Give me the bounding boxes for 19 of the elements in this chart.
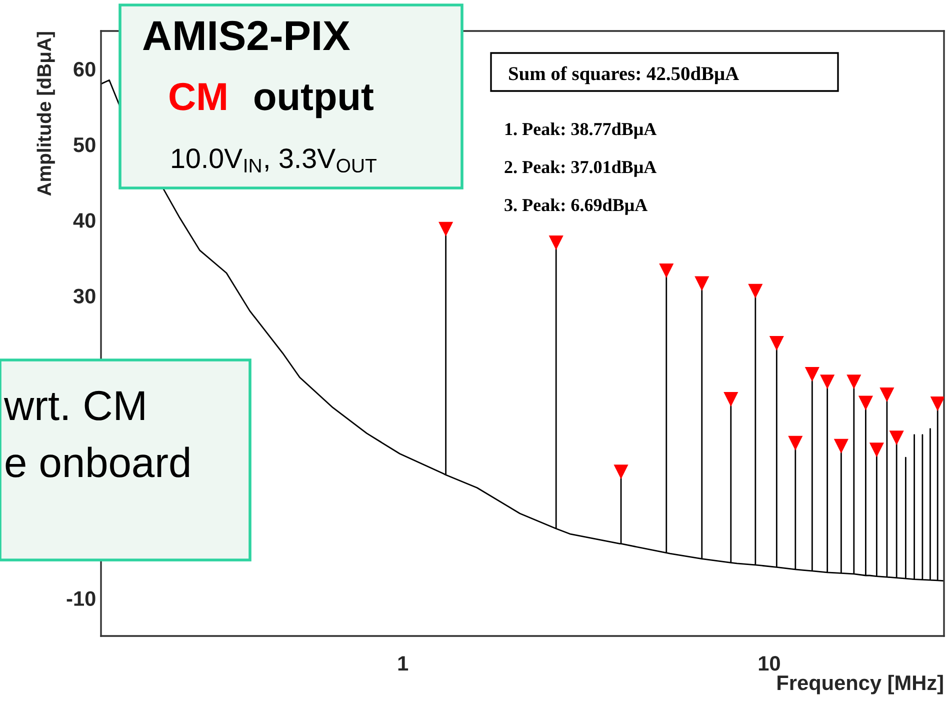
annotation: Sum of squares: 42.50dBμA (509, 66, 739, 84)
y-tick-label: -10 (66, 591, 96, 606)
x-tick-label: 1 (398, 656, 408, 671)
x-axis-title: Frequency [MHz] (778, 674, 943, 694)
annotation: AMIS2-PIX (143, 20, 350, 50)
annotation: 10.0V$_{IN}$, 3.3V$_{OUT}$ (172, 148, 376, 173)
y-axis-title: Amplitude [dBμA] (36, 32, 55, 196)
x-tick-label: 10 (758, 656, 780, 671)
y-tick-label: 40 (73, 213, 96, 228)
annotation: wrt. CM (4, 390, 144, 420)
annotation: 2. Peak: 37.01dBμA (504, 160, 657, 177)
annotation: 1. Peak: 38.77dBμA (505, 122, 657, 139)
annotation: output (254, 84, 374, 118)
y-tick-label: 60 (74, 62, 96, 77)
annotation: CM (170, 82, 226, 110)
y-tick-label: 50 (74, 137, 96, 152)
y-tick-label: 30 (73, 288, 96, 304)
annotation: e onboard (6, 446, 189, 478)
annotation: 3. Peak: 6.69dBμA (504, 198, 648, 215)
